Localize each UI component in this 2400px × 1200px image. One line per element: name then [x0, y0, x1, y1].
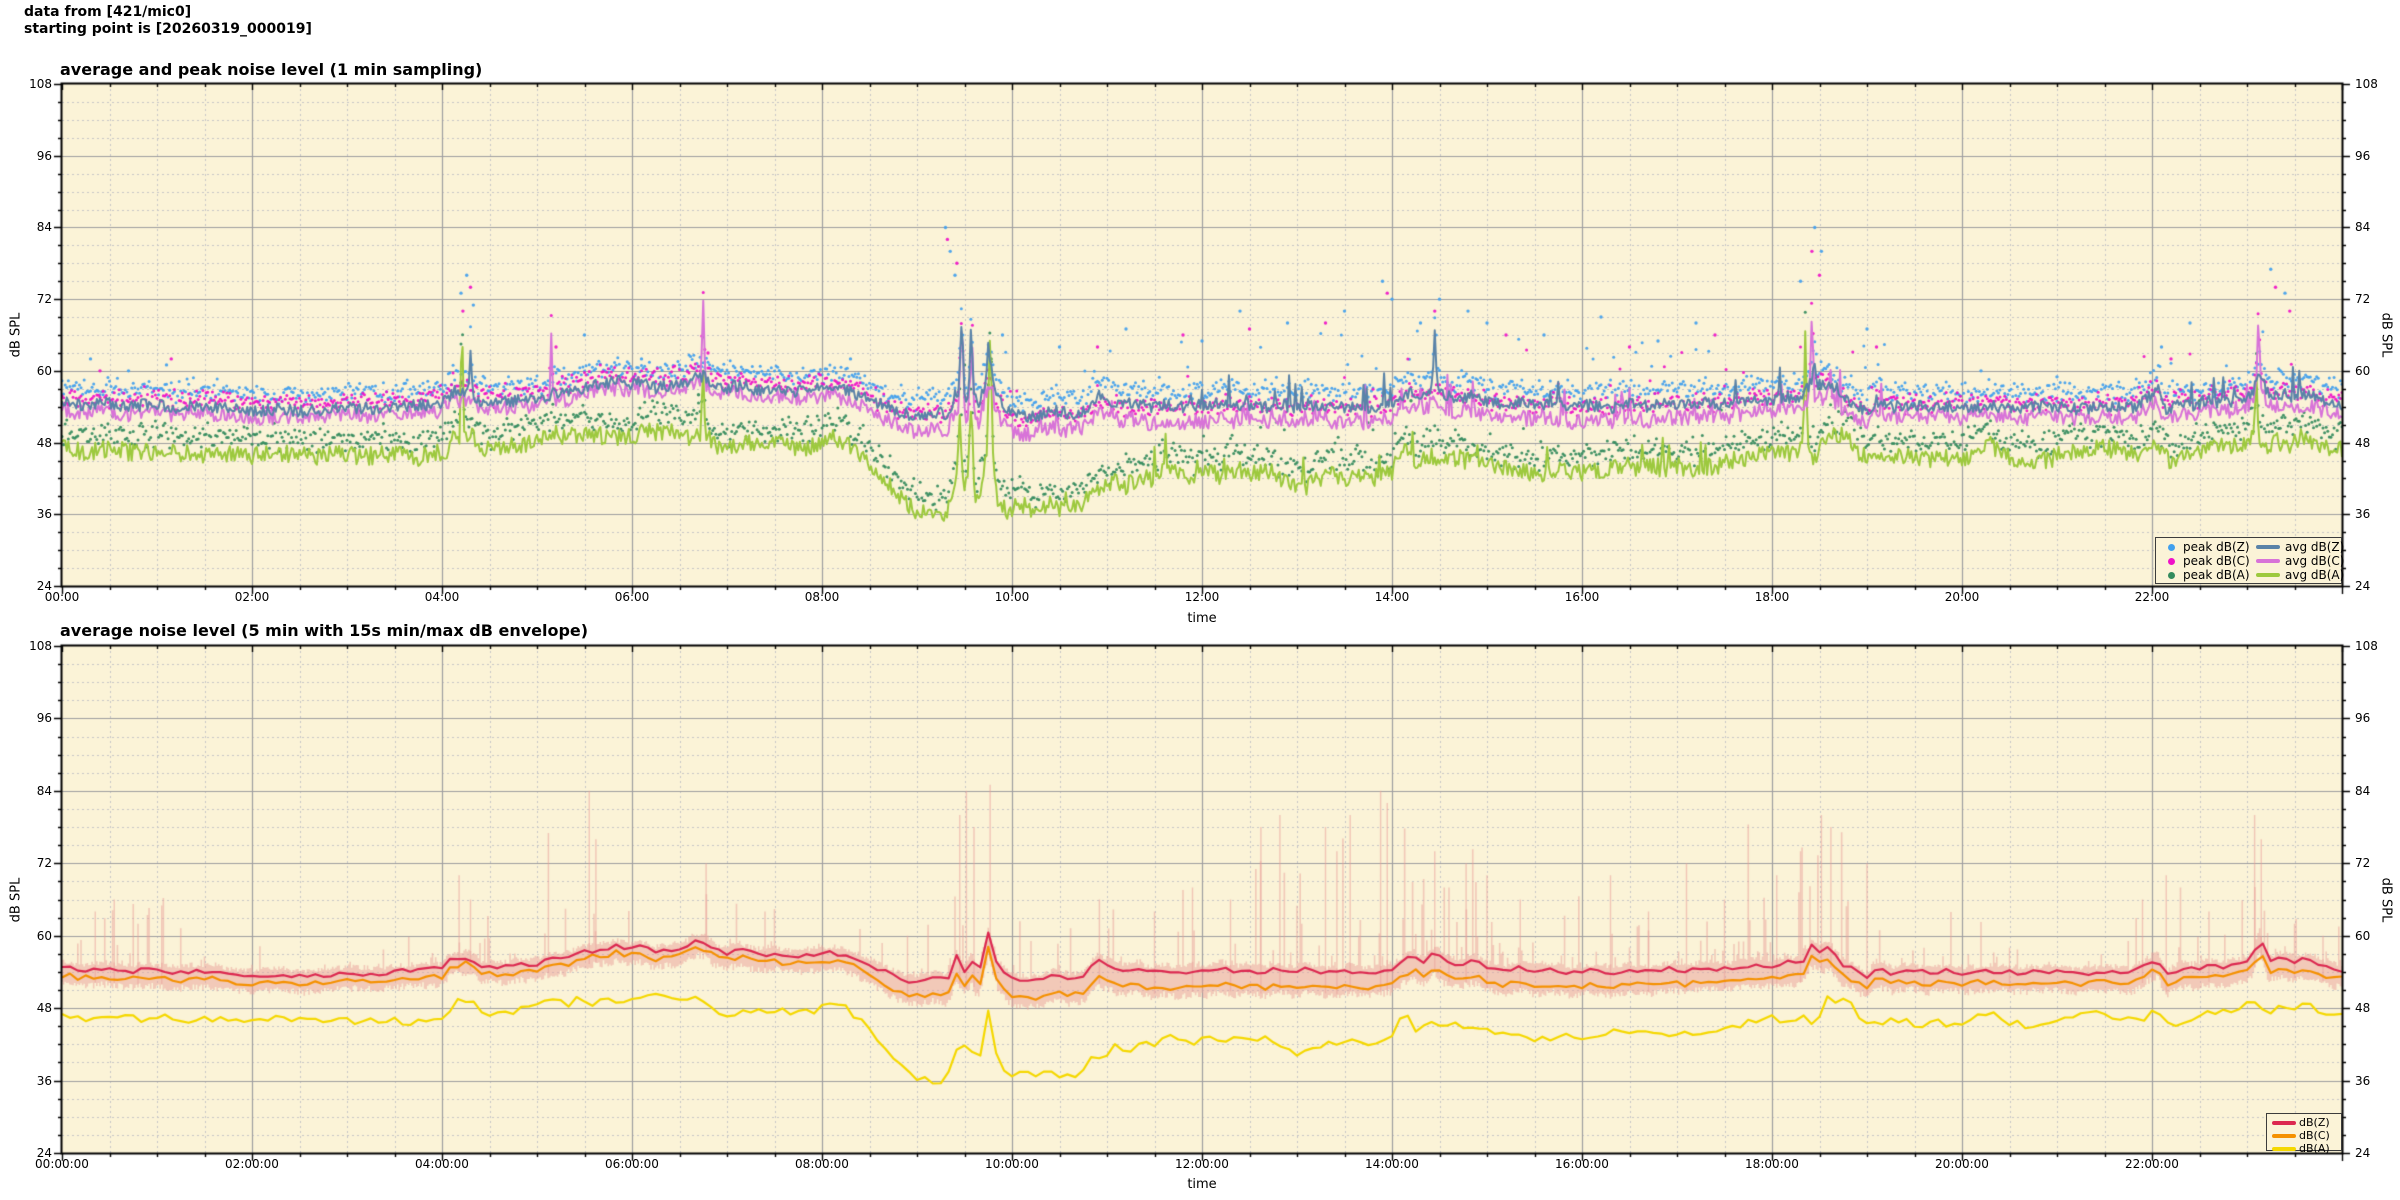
legend-label: peak dB(Z) — [2183, 540, 2250, 554]
x-tick-label: 20:00:00 — [1935, 1157, 1989, 1171]
x-tick-label: 08:00 — [804, 590, 840, 604]
y-tick-label-right: 48 — [2355, 435, 2371, 450]
legend-point-swatch — [2167, 571, 2175, 579]
bottom-yaxis-title-right: dB SPL — [2378, 877, 2394, 923]
legend-label: avg dB(C) — [2285, 554, 2345, 568]
x-tick-label: 00:00:00 — [35, 1157, 89, 1171]
y-tick-label-right: 72 — [2355, 292, 2371, 307]
y-tick-label-left: 72 — [36, 292, 52, 307]
legend-label: avg dB(A) — [2285, 568, 2345, 582]
y-tick-label-right: 84 — [2355, 783, 2371, 798]
y-tick-label-left: 108 — [29, 77, 52, 91]
x-tick-label: 18:00:00 — [1745, 1157, 1799, 1171]
legend-label: avg dB(Z) — [2285, 540, 2345, 554]
y-tick-label-right: 84 — [2355, 220, 2371, 235]
x-tick-label: 16:00 — [1564, 590, 1600, 604]
y-tick-label-right: 96 — [2355, 148, 2371, 163]
legend-line-swatch — [2272, 1146, 2296, 1151]
x-tick-label: 10:00:00 — [985, 1157, 1039, 1171]
legend-line-swatch — [2272, 1133, 2296, 1138]
legend-label: dB(A) — [2299, 1142, 2330, 1155]
y-tick-label-right: 24 — [2355, 1146, 2371, 1160]
y-tick-label-left: 96 — [36, 148, 52, 163]
legend-label: dB(C) — [2299, 1129, 2330, 1142]
legend-line-swatch — [2256, 559, 2280, 563]
x-tick-label: 08:00:00 — [795, 1157, 849, 1171]
legend-line-swatch — [2256, 545, 2280, 549]
bottom-chart-legend: dB(Z) dB(C) dB(A) — [2266, 1113, 2342, 1155]
x-tick-label: 02:00:00 — [225, 1157, 279, 1171]
y-tick-label-right: 36 — [2355, 507, 2371, 522]
y-tick-label-right: 48 — [2355, 1001, 2371, 1016]
y-tick-label-right: 60 — [2355, 363, 2371, 378]
y-tick-label-left: 60 — [36, 928, 52, 943]
y-tick-label-right: 108 — [2355, 77, 2378, 91]
y-tick-label-right: 96 — [2355, 711, 2371, 726]
bottom-xaxis-title: time — [1187, 1177, 1217, 1192]
x-tick-label: 16:00:00 — [1555, 1157, 1609, 1171]
bottom-chart-title: average noise level (5 min with 15s min/… — [60, 621, 589, 640]
y-tick-label-right: 36 — [2355, 1073, 2371, 1088]
y-tick-label-left: 24 — [36, 579, 52, 593]
legend-line-swatch — [2272, 1120, 2296, 1125]
top-yaxis-title-right: dB SPL — [2378, 312, 2394, 358]
x-tick-label: 20:00 — [1944, 590, 1980, 604]
y-tick-label-right: 60 — [2355, 928, 2371, 943]
x-tick-label: 12:00 — [1184, 590, 1220, 604]
legend-label: peak dB(A) — [2183, 568, 2250, 582]
top-yaxis-title-left: dB SPL — [8, 312, 24, 358]
y-tick-label-left: 48 — [36, 1001, 52, 1016]
x-tick-label: 22:00 — [2134, 590, 2170, 604]
y-tick-label-left: 36 — [36, 1073, 52, 1088]
header-source-line: data from [421/mic0] — [24, 4, 192, 20]
y-tick-label-left: 24 — [36, 1146, 52, 1160]
x-tick-label: 22:00:00 — [2125, 1157, 2179, 1171]
x-tick-label: 04:00 — [424, 590, 460, 604]
legend-label: peak dB(C) — [2183, 554, 2250, 568]
y-tick-label-left: 36 — [36, 507, 52, 522]
top-chart-title: average and peak noise level (1 min samp… — [60, 60, 483, 79]
y-tick-label-left: 84 — [36, 783, 52, 798]
y-tick-label-left: 84 — [36, 220, 52, 235]
x-tick-label: 02:00 — [234, 590, 270, 604]
y-tick-label-left: 108 — [29, 639, 52, 653]
x-tick-label: 06:00 — [614, 590, 650, 604]
bottom-yaxis-title-left: dB SPL — [8, 877, 24, 923]
y-tick-label-left: 60 — [36, 363, 52, 378]
x-tick-label: 06:00:00 — [605, 1157, 659, 1171]
legend-line-swatch — [2256, 573, 2280, 577]
x-tick-label: 14:00:00 — [1365, 1157, 1419, 1171]
legend-point-swatch — [2167, 557, 2175, 565]
x-tick-label: 14:00 — [1374, 590, 1410, 604]
y-tick-label-left: 96 — [36, 711, 52, 726]
legend-point-swatch — [2167, 543, 2175, 551]
x-tick-label: 18:00 — [1754, 590, 1790, 604]
y-tick-label-right: 108 — [2355, 639, 2378, 653]
x-tick-label: 12:00:00 — [1175, 1157, 1229, 1171]
legend-label: dB(Z) — [2299, 1116, 2330, 1129]
x-tick-label: 04:00:00 — [415, 1157, 469, 1171]
y-tick-label-right: 72 — [2355, 856, 2371, 871]
y-tick-label-right: 24 — [2355, 579, 2371, 593]
x-tick-label: 10:00 — [994, 590, 1030, 604]
header-start-line: starting point is [20260319_000019] — [24, 21, 312, 37]
top-xaxis-title: time — [1187, 611, 1217, 626]
x-tick-label: 00:00 — [44, 590, 80, 604]
y-tick-label-left: 48 — [36, 435, 52, 450]
y-tick-label-left: 72 — [36, 856, 52, 871]
top-chart-legend: peak dB(Z) avg dB(Z) peak dB(C) avg dB(C) pe… — [2155, 537, 2345, 584]
